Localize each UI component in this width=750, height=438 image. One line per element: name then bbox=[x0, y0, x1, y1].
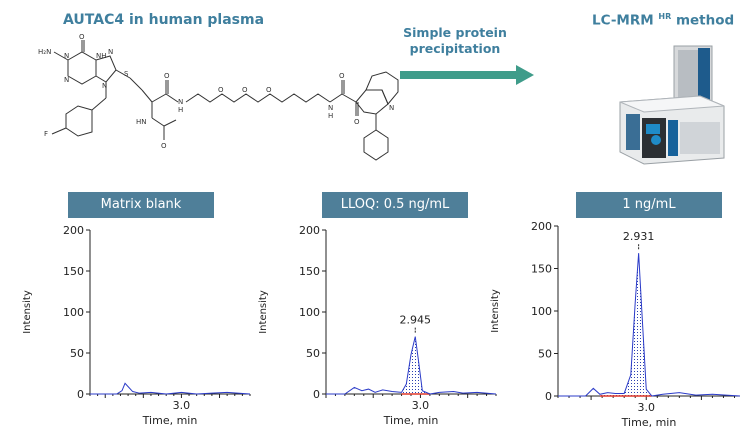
process-step-label: Simple protein precipitation bbox=[385, 25, 525, 57]
y-tick-label: 200 bbox=[63, 224, 84, 237]
method-title: LC-MRM HR method bbox=[592, 12, 734, 29]
atom-o-amide: O bbox=[164, 72, 170, 80]
atom-o-end2: O bbox=[354, 118, 360, 126]
panel-label-lloq: LLOQ: 0.5 ng/mL bbox=[322, 192, 468, 218]
chromatogram-trace bbox=[326, 336, 497, 395]
process-step-line1: Simple protein bbox=[403, 25, 507, 40]
y-axis-label: Intensity bbox=[490, 289, 501, 333]
molecule-title: AUTAC4 in human plasma bbox=[63, 12, 265, 28]
y-tick-label: 200 bbox=[531, 220, 552, 233]
method-suffix: method bbox=[675, 12, 735, 29]
y-tick-label: 150 bbox=[531, 263, 552, 276]
y-tick-label: 100 bbox=[299, 306, 320, 319]
chart-lloq: 0 50 100 150 200 3.0 Time, min Intensity 2.945 bbox=[258, 224, 497, 427]
method-prefix: LC-MRM bbox=[592, 12, 654, 29]
x-axis-label: Time, min bbox=[383, 414, 439, 427]
y-tick-label: 50 bbox=[306, 347, 320, 360]
atom-h-chain: H bbox=[178, 106, 183, 114]
y-tick-label: 0 bbox=[313, 388, 320, 401]
atom-n3: N bbox=[102, 82, 107, 90]
atom-nh-indole: N bbox=[389, 104, 394, 112]
x-axis-label: Time, min bbox=[142, 414, 198, 427]
process-arrow-icon bbox=[400, 65, 534, 85]
atom-n-end: N bbox=[328, 104, 333, 112]
peak-label: 2.945 bbox=[400, 314, 432, 327]
atom-o-peg3: O bbox=[266, 86, 272, 94]
y-tick-label: 100 bbox=[63, 306, 84, 319]
atom-o-peg2: O bbox=[242, 86, 248, 94]
panel-label-matrix-blank: Matrix blank bbox=[68, 192, 214, 218]
y-tick-label: 150 bbox=[63, 265, 84, 278]
y-tick-label: 200 bbox=[299, 224, 320, 237]
y-tick-label: 150 bbox=[299, 265, 320, 278]
atom-n1: N bbox=[64, 76, 69, 84]
lc-ms-instrument-icon bbox=[619, 45, 725, 165]
atom-o-end1: O bbox=[339, 72, 345, 80]
atom-o-peg1: O bbox=[218, 86, 224, 94]
y-tick-label: 0 bbox=[77, 388, 84, 401]
atom-hn-amide: HN bbox=[136, 118, 147, 126]
atom-h-end: H bbox=[328, 112, 333, 120]
atom-n-chain: N bbox=[178, 98, 183, 106]
chart-1ngml: 0 50 100 150 200 3.0 Time, min Intensity 2.931 bbox=[490, 220, 741, 429]
x-axis-label: Time, min bbox=[621, 416, 677, 429]
atom-n2: N bbox=[108, 48, 113, 56]
method-superscript: HR bbox=[658, 12, 672, 21]
chromatogram-trace bbox=[90, 382, 251, 395]
atom-n4: N bbox=[64, 52, 69, 60]
y-axis-label: Intensity bbox=[22, 290, 33, 334]
atom-o-carbonyl: O bbox=[79, 33, 85, 41]
y-tick-label: 50 bbox=[538, 348, 552, 361]
atom-nh: NH bbox=[96, 52, 107, 60]
atom-o-acetyl: O bbox=[161, 142, 167, 150]
y-tick-label: 50 bbox=[70, 347, 84, 360]
peak-area bbox=[599, 253, 652, 396]
y-tick-label: 100 bbox=[531, 305, 552, 318]
chromatogram-trace bbox=[558, 253, 741, 397]
panel-label-1ngml: 1 ng/mL bbox=[576, 192, 722, 218]
x-tick-label: 3.0 bbox=[173, 399, 191, 412]
process-step-line2: precipitation bbox=[409, 41, 501, 56]
y-axis-label: Intensity bbox=[258, 290, 269, 334]
x-tick-label: 3.0 bbox=[412, 399, 430, 412]
y-tick-label: 0 bbox=[545, 390, 552, 403]
atom-s: S bbox=[124, 70, 129, 78]
x-tick-label: 3.0 bbox=[637, 401, 655, 414]
atom-h2n: H₂N bbox=[38, 48, 51, 56]
autac4-structure: H₂N O NH N N N N S F O HN O N H O O O N … bbox=[38, 33, 399, 161]
atom-f: F bbox=[44, 130, 48, 138]
peak-area bbox=[401, 336, 430, 394]
peak-label: 2.931 bbox=[623, 230, 655, 243]
chart-matrix-blank: 0 50 100 150 200 3.0 Time, min Intensity bbox=[22, 224, 251, 427]
